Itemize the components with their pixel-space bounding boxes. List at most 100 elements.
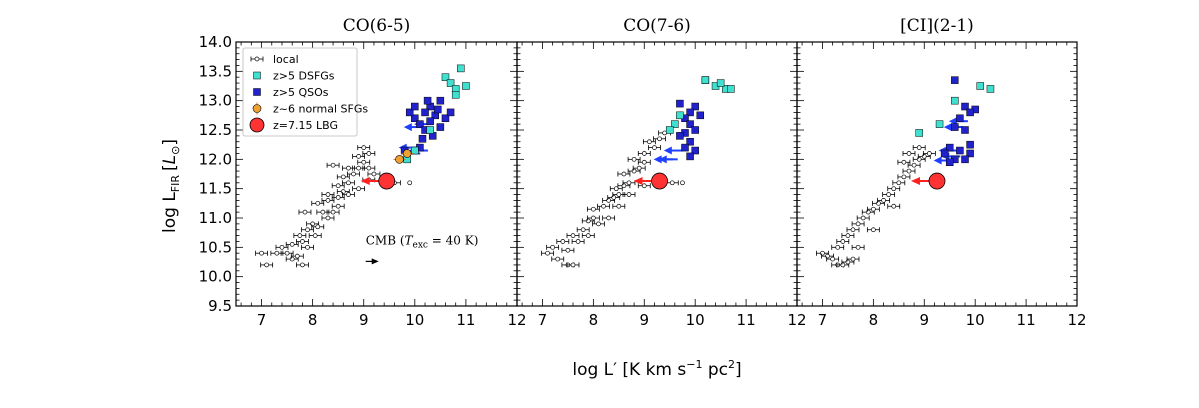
- local-point: [326, 209, 340, 215]
- qso-marker: [691, 146, 699, 155]
- local-marker: [652, 145, 657, 150]
- local-point: [592, 221, 605, 227]
- local-marker: [274, 250, 280, 256]
- qso-marker: [686, 120, 694, 128]
- legend-item: z>5 QSOs: [253, 86, 329, 99]
- x-tick-label: 12: [507, 311, 526, 329]
- local-marker: [850, 227, 856, 233]
- local-point: [846, 256, 860, 262]
- local-marker: [591, 215, 596, 221]
- legend-marker: [253, 71, 261, 80]
- local-marker: [855, 221, 861, 227]
- local-marker: [921, 154, 927, 159]
- local-point: [581, 233, 595, 239]
- local-point: [341, 180, 355, 186]
- local-marker: [631, 168, 637, 174]
- legend-label: z>5 QSOs: [273, 86, 329, 99]
- x-tick-label: 8: [869, 311, 879, 329]
- dsfg-marker: [426, 126, 434, 134]
- x-tick-label: 11: [1017, 311, 1036, 329]
- x-tick-label: 9: [359, 311, 369, 329]
- x-tick-label: 7: [818, 311, 828, 329]
- local-marker: [621, 183, 627, 189]
- local-point: [877, 197, 890, 203]
- local-point: [851, 244, 865, 250]
- dsfg-marker: [676, 111, 684, 120]
- local-point: [637, 150, 651, 156]
- local-point: [632, 165, 646, 171]
- local-marker: [284, 250, 290, 256]
- local-point: [627, 156, 641, 162]
- local-marker: [585, 218, 591, 224]
- local-marker: [835, 244, 841, 250]
- local-point: [887, 186, 901, 192]
- local-marker: [366, 151, 372, 156]
- legend-item: z=7.15 LBG: [249, 117, 338, 133]
- local-marker: [560, 239, 566, 244]
- local-marker: [613, 186, 619, 192]
- local-point: [296, 238, 309, 244]
- qso-marker: [405, 108, 414, 117]
- local-point: [846, 227, 860, 233]
- local-marker: [601, 203, 606, 209]
- local-point: [622, 180, 636, 186]
- qso-marker: [961, 102, 969, 111]
- local-marker: [916, 145, 922, 150]
- local-point: [576, 227, 590, 233]
- local-marker: [340, 189, 346, 194]
- local-marker: [346, 165, 351, 171]
- local-point: [586, 215, 600, 221]
- y-tick-label: 10.5: [199, 238, 232, 256]
- legend: local z>5 DSFGs z>5 QSOs z~6 normal SFGs z=7…: [242, 47, 368, 137]
- local-point: [887, 203, 901, 209]
- local-marker: [621, 171, 627, 177]
- panels: CO(6-5) 7 8 9 10 11 12 9.5 10.0 10.5 11.0 11.5 12.0 1…: [199, 16, 1087, 329]
- local-marker: [886, 192, 891, 197]
- local-marker: [346, 192, 351, 197]
- local-point: [653, 136, 666, 142]
- panel-title: [CI](2-1): [900, 16, 974, 36]
- local-point: [902, 168, 916, 174]
- local-point: [551, 256, 565, 262]
- local-marker: [591, 206, 596, 212]
- local-point: [352, 153, 366, 159]
- legend-marker: [249, 117, 265, 133]
- local-point: [617, 171, 631, 177]
- local-point: [902, 150, 916, 156]
- local-point: [617, 183, 631, 189]
- local-marker: [565, 247, 571, 253]
- panel-2: CO(7-6) 7 8 9 10 11 12: [516, 16, 807, 329]
- local-point: [597, 203, 610, 209]
- y-tick-label: 9.5: [208, 297, 232, 315]
- normal-sfg-point: [393, 155, 406, 164]
- x-tick-label: 8: [308, 311, 318, 329]
- arrow-head: [663, 146, 672, 155]
- local-marker: [320, 209, 326, 215]
- legend-box: [242, 47, 358, 137]
- local-marker: [570, 233, 576, 238]
- local-marker: [911, 162, 917, 168]
- arrow-head: [911, 177, 920, 186]
- qso-marker: [966, 149, 974, 158]
- local-marker: [631, 156, 637, 162]
- local-point: [293, 233, 307, 239]
- qso-marker: [696, 111, 705, 120]
- local-point: [301, 244, 314, 250]
- local-marker: [606, 198, 611, 203]
- x-tick-label: 7: [257, 311, 267, 329]
- local-point: [602, 215, 616, 221]
- local-point: [362, 165, 376, 171]
- qso-marker: [423, 96, 432, 105]
- normal-sfg-marker: [395, 155, 404, 164]
- lbg-point: [633, 172, 668, 190]
- y-tick-label: 10.0: [199, 268, 232, 286]
- local-point: [296, 262, 309, 268]
- qso-marker: [951, 76, 959, 84]
- arrow-head: [653, 155, 662, 164]
- local-marker: [927, 151, 932, 156]
- dsfg-marker: [727, 85, 735, 93]
- local-marker: [891, 203, 897, 209]
- local-marker: [845, 259, 851, 265]
- local-point: [290, 253, 304, 259]
- local-point: [571, 238, 585, 244]
